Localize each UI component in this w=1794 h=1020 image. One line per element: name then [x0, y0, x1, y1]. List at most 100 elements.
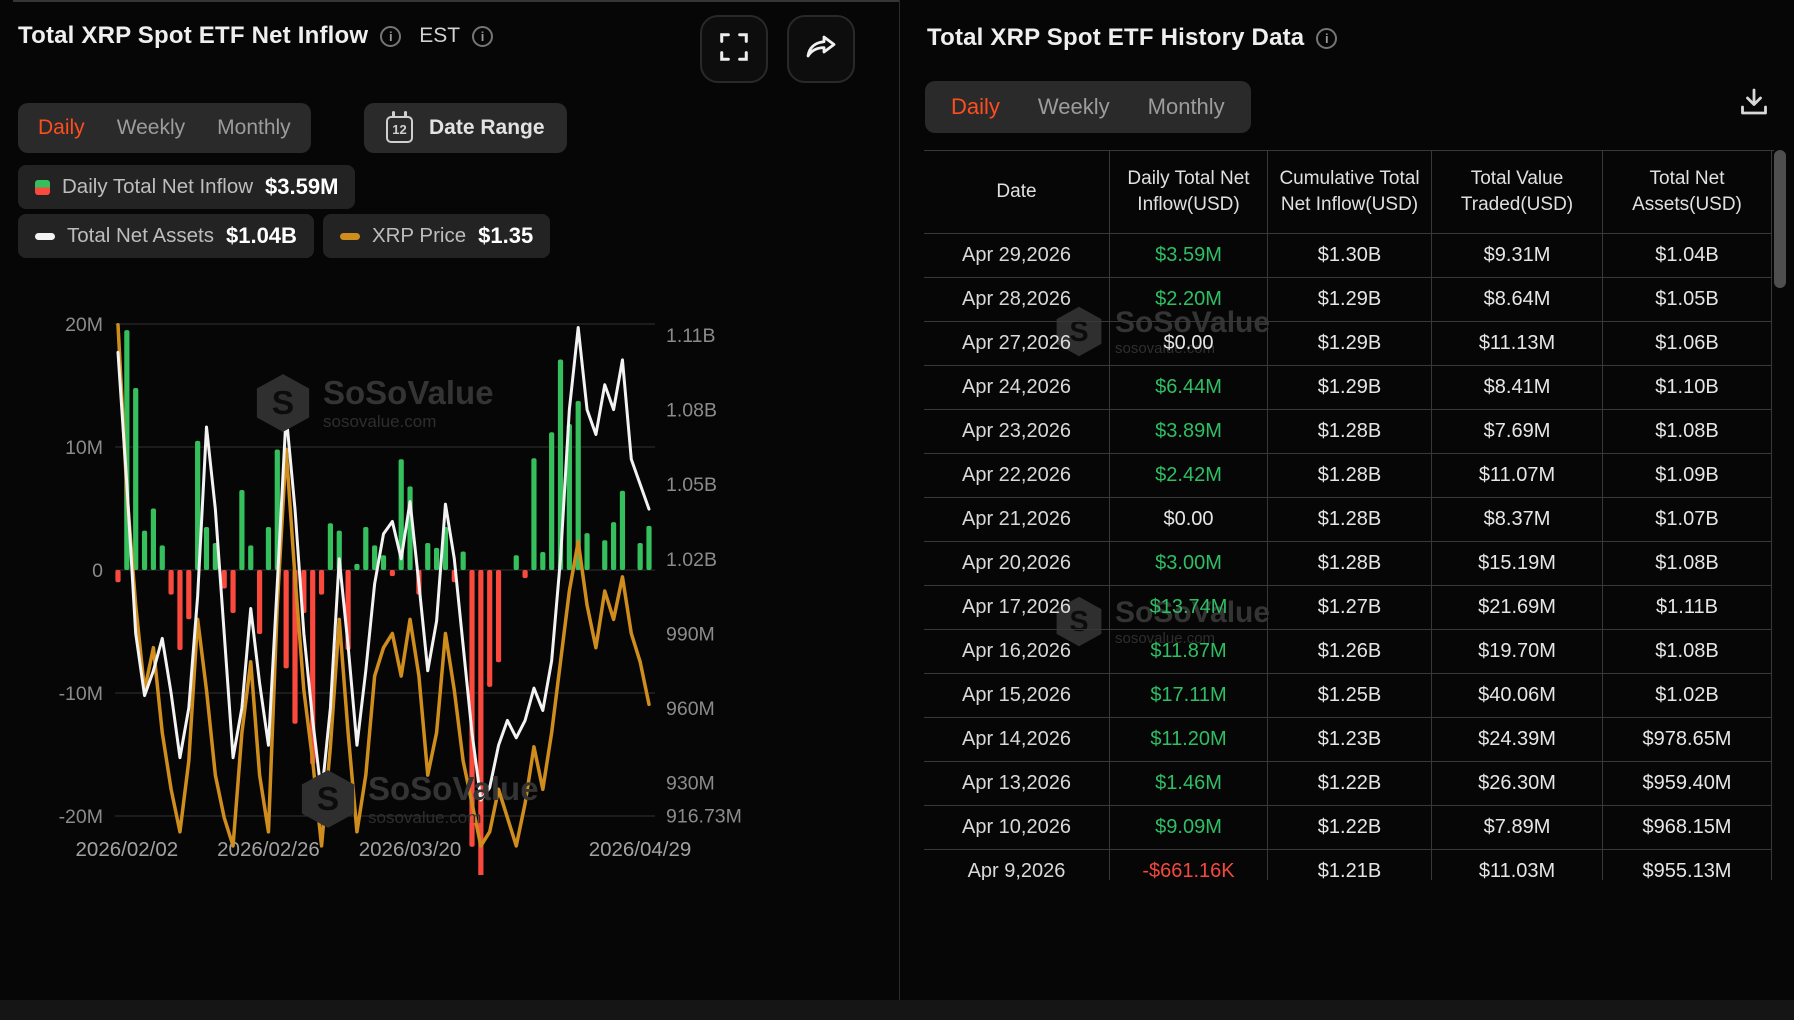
inflow-period-tabs: Daily Weekly Monthly — [18, 103, 311, 153]
table-cell-date: Apr 22,2026 — [924, 454, 1110, 498]
svg-text:990M: 990M — [666, 623, 715, 645]
history-title: Total XRP Spot ETF History Data — [927, 24, 1305, 51]
table-cell-traded: $40.06M — [1432, 674, 1603, 718]
legend-assets[interactable]: Total Net Assets $1.04B — [18, 214, 314, 258]
date-range-label: Date Range — [429, 116, 545, 139]
table-cell-traded: $19.70M — [1432, 630, 1603, 674]
timezone-label: EST — [419, 24, 461, 47]
history-header: Total XRP Spot ETF History Data — [927, 24, 1338, 52]
table-cell-traded: $7.89M — [1432, 806, 1603, 850]
chart-gridlines: 20M 10M 0 -10M -20M — [59, 314, 655, 828]
table-cell-inflow: $11.87M — [1110, 630, 1268, 674]
price-legend-icon — [339, 232, 360, 240]
svg-text:1.11B: 1.11B — [666, 325, 716, 347]
table-cell-inflow: $1.46M — [1110, 762, 1268, 806]
svg-text:960M: 960M — [666, 698, 715, 720]
table-cell-traded: $24.39M — [1432, 718, 1603, 762]
table-cell-assets: $1.08B — [1603, 410, 1772, 454]
net-inflow-chart[interactable]: 20M 10M 0 -10M -20M 1.11B 1.08B 1.05B 1.02B 990M 9… — [0, 300, 899, 884]
table-cell-assets: $1.08B — [1603, 542, 1772, 586]
table-cell-date: Apr 16,2026 — [924, 630, 1110, 674]
table-cell-assets: $1.10B — [1603, 366, 1772, 410]
table-cell-assets: $955.13M — [1603, 850, 1772, 880]
table-cell-cumulative: $1.26B — [1268, 630, 1432, 674]
svg-text:10M: 10M — [65, 437, 103, 459]
table-cell-inflow: $2.42M — [1110, 454, 1268, 498]
table-cell-inflow: $3.89M — [1110, 410, 1268, 454]
chart-x-axis: 2026/02/02 2026/02/26 2026/03/20 2026/04/29 — [76, 838, 692, 861]
table-cell-date: Apr 27,2026 — [924, 322, 1110, 366]
calendar-icon: 12 — [386, 111, 413, 143]
svg-text:1.05B: 1.05B — [666, 474, 717, 496]
history-data-panel: Total XRP Spot ETF History Data Daily We… — [900, 0, 1794, 1000]
table-cell-assets: $1.08B — [1603, 630, 1772, 674]
table-cell-traded: $15.19M — [1432, 542, 1603, 586]
table-cell-cumulative: $1.28B — [1268, 410, 1432, 454]
table-cell-date: Apr 29,2026 — [924, 234, 1110, 278]
scrollbar-thumb[interactable] — [1774, 150, 1786, 288]
table-cell-cumulative: $1.22B — [1268, 762, 1432, 806]
download-button[interactable] — [1734, 84, 1774, 124]
tab-monthly[interactable]: Monthly — [1147, 94, 1225, 119]
panel-divider — [899, 0, 900, 1000]
table-cell-assets: $1.11B — [1603, 586, 1772, 630]
info-icon[interactable] — [380, 25, 402, 47]
table-cell-date: Apr 9,2026 — [924, 850, 1110, 880]
table-cell-inflow: $2.20M — [1110, 278, 1268, 322]
table-cell-date: Apr 23,2026 — [924, 410, 1110, 454]
svg-text:930M: 930M — [666, 773, 715, 795]
table-cell-date: Apr 13,2026 — [924, 762, 1110, 806]
tab-daily[interactable]: Daily — [38, 116, 85, 139]
legend-assets-label: Total Net Assets — [67, 224, 214, 247]
table-cell-cumulative: $1.29B — [1268, 366, 1432, 410]
svg-text:2026/02/26: 2026/02/26 — [217, 838, 320, 861]
table-cell-cumulative: $1.28B — [1268, 542, 1432, 586]
table-cell-traded: $21.69M — [1432, 586, 1603, 630]
table-cell-traded: $8.37M — [1432, 498, 1603, 542]
col-header-date: Date — [924, 151, 1110, 234]
tab-monthly[interactable]: Monthly — [217, 116, 291, 139]
col-header-daily-inflow: Daily Total Net Inflow(USD) — [1110, 151, 1268, 234]
svg-text:916.73M: 916.73M — [666, 806, 742, 828]
fullscreen-button[interactable] — [700, 15, 768, 83]
history-info-icon[interactable] — [1316, 27, 1338, 49]
tab-daily[interactable]: Daily — [951, 94, 1000, 119]
legend-row-2: Total Net Assets $1.04B XRP Price $1.35 — [18, 214, 551, 258]
legend-inflow-label: Daily Total Net Inflow — [62, 175, 254, 198]
legend-inflow[interactable]: Daily Total Net Inflow $3.59M — [18, 165, 356, 209]
table-cell-inflow: -$661.16K — [1110, 850, 1268, 880]
assets-legend-icon — [35, 232, 55, 240]
table-cell-cumulative: $1.30B — [1268, 234, 1432, 278]
table-cell-assets: $1.05B — [1603, 278, 1772, 322]
history-table-wrap[interactable]: Date Daily Total Net Inflow(USD) Cumulat… — [924, 150, 1774, 880]
legend-price-value: $1.35 — [478, 223, 534, 248]
table-cell-inflow: $11.20M — [1110, 718, 1268, 762]
share-button[interactable] — [787, 15, 855, 83]
table-cell-date: Apr 15,2026 — [924, 674, 1110, 718]
table-cell-assets: $1.09B — [1603, 454, 1772, 498]
history-period-tabs: Daily Weekly Monthly — [925, 81, 1251, 133]
table-cell-inflow: $3.00M — [1110, 542, 1268, 586]
table-cell-traded: $8.41M — [1432, 366, 1603, 410]
legend-price-label: XRP Price — [371, 224, 467, 247]
tab-weekly[interactable]: Weekly — [116, 116, 186, 139]
svg-text:-20M: -20M — [59, 806, 103, 828]
legend-price[interactable]: XRP Price $1.35 — [322, 214, 551, 258]
chart-right-axis: 1.11B 1.08B 1.05B 1.02B 990M 960M 930M 916.73M — [666, 325, 742, 828]
table-cell-assets: $1.07B — [1603, 498, 1772, 542]
page-title: Total XRP Spot ETF Net Inflow — [18, 22, 369, 49]
table-cell-cumulative: $1.28B — [1268, 454, 1432, 498]
table-cell-date: Apr 28,2026 — [924, 278, 1110, 322]
top-divider-line — [13, 0, 899, 2]
svg-text:2026/03/20: 2026/03/20 — [359, 838, 462, 861]
timezone-info-icon[interactable] — [472, 25, 494, 47]
table-cell-inflow: $6.44M — [1110, 366, 1268, 410]
tab-weekly[interactable]: Weekly — [1037, 94, 1110, 119]
table-cell-cumulative: $1.28B — [1268, 498, 1432, 542]
table-cell-cumulative: $1.27B — [1268, 586, 1432, 630]
date-range-button[interactable]: 12 Date Range — [364, 103, 567, 153]
table-cell-assets: $959.40M — [1603, 762, 1772, 806]
table-cell-date: Apr 10,2026 — [924, 806, 1110, 850]
xrp-price-line — [116, 323, 651, 848]
